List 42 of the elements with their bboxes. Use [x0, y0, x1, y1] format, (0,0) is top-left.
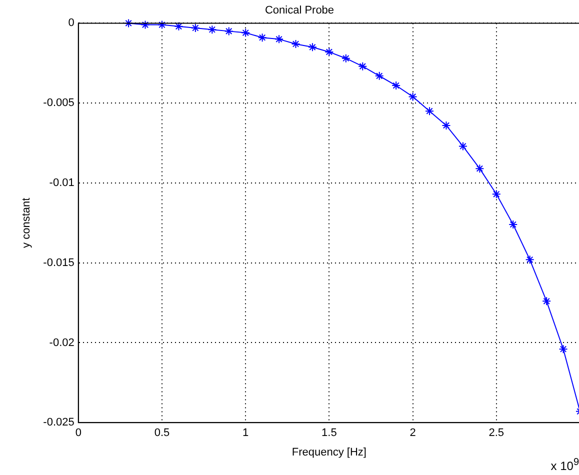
point	[157, 20, 166, 30]
y-tick-label: -0.02	[49, 336, 74, 349]
point	[190, 23, 200, 32]
x-tick-label: 0.5	[154, 427, 170, 440]
y-tick-label: -0.01	[49, 176, 74, 189]
y-tick-label: -0.015	[43, 256, 74, 269]
y-tick-label: -0.025	[43, 416, 74, 429]
point	[291, 39, 300, 48]
point	[241, 28, 250, 38]
point	[374, 71, 384, 80]
point	[492, 190, 501, 199]
x-tick-label: 2	[410, 427, 416, 440]
point	[558, 344, 568, 354]
point	[274, 34, 284, 44]
point	[174, 22, 184, 31]
y-tick-label: -0.005	[43, 97, 74, 110]
point	[124, 18, 134, 28]
chart-title: Conical Probe	[264, 4, 334, 17]
point	[308, 42, 317, 52]
point	[224, 26, 234, 36]
x-tick-label: 2.5	[488, 427, 504, 440]
point	[341, 54, 350, 63]
point	[475, 164, 484, 174]
point	[425, 106, 434, 116]
point	[508, 220, 518, 229]
point	[208, 25, 217, 34]
point	[408, 92, 418, 102]
point	[542, 296, 552, 306]
point	[258, 33, 267, 42]
y-tick-label: 0	[68, 17, 74, 30]
point	[458, 142, 468, 151]
text: x 10$^{9}$	[550, 457, 579, 473]
point	[525, 255, 534, 264]
point	[442, 120, 451, 130]
x-axis-title: Frequency [Hz]	[292, 446, 366, 458]
point	[140, 20, 150, 30]
point	[324, 47, 334, 56]
point	[392, 81, 401, 90]
x-tick-label: 1	[242, 427, 249, 440]
y-axis-title: y constant	[20, 198, 33, 248]
x-tick-label: 1.5	[322, 427, 337, 440]
point	[358, 62, 368, 71]
